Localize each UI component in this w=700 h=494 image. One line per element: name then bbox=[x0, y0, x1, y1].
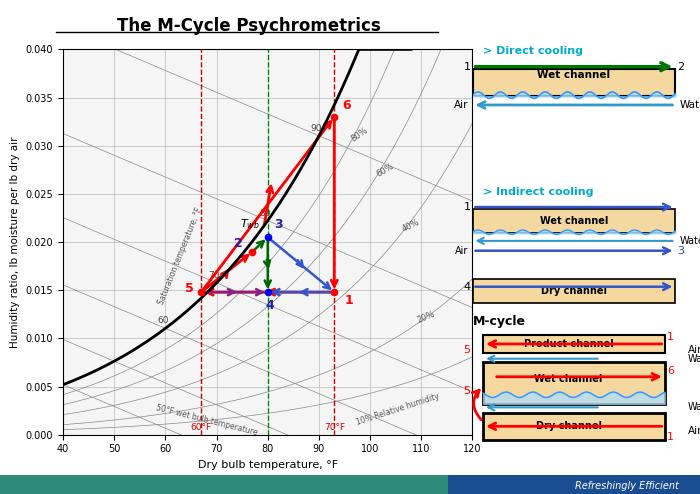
Text: Air: Air bbox=[454, 100, 468, 110]
Text: 3: 3 bbox=[678, 246, 685, 256]
Text: 1: 1 bbox=[667, 432, 674, 442]
Text: 6: 6 bbox=[342, 99, 351, 112]
Text: 70: 70 bbox=[209, 271, 220, 280]
Text: Air: Air bbox=[688, 426, 700, 436]
Text: Product channel: Product channel bbox=[524, 339, 613, 349]
Text: 5: 5 bbox=[463, 345, 470, 355]
Text: 60: 60 bbox=[157, 317, 169, 326]
Text: Water: Water bbox=[680, 100, 700, 110]
Text: 20%: 20% bbox=[416, 309, 437, 325]
Text: 5: 5 bbox=[463, 386, 470, 396]
Text: Dry channel: Dry channel bbox=[536, 421, 601, 431]
Text: Wet channel: Wet channel bbox=[538, 70, 610, 81]
Text: Water: Water bbox=[688, 354, 700, 364]
Text: 6: 6 bbox=[667, 367, 674, 376]
Text: $T_{wb}$: $T_{wb}$ bbox=[239, 218, 259, 231]
Text: 60°F: 60°F bbox=[190, 423, 212, 432]
Text: Saturation temperature, °F: Saturation temperature, °F bbox=[157, 206, 204, 306]
Text: > Direct cooling: > Direct cooling bbox=[483, 46, 583, 56]
Text: 80: 80 bbox=[260, 208, 271, 218]
Text: Refreshingly Efficient: Refreshingly Efficient bbox=[575, 481, 679, 491]
Text: Wet channel: Wet channel bbox=[540, 216, 608, 226]
Text: 10% Relative humidity: 10% Relative humidity bbox=[355, 392, 440, 427]
Text: 2: 2 bbox=[678, 62, 685, 72]
FancyBboxPatch shape bbox=[473, 209, 676, 233]
Text: 1: 1 bbox=[344, 294, 354, 307]
Text: The M-Cycle Psychrometrics: The M-Cycle Psychrometrics bbox=[117, 17, 380, 35]
Text: Air: Air bbox=[455, 246, 468, 256]
Text: 70°F: 70°F bbox=[323, 423, 345, 432]
Text: 5: 5 bbox=[185, 282, 194, 295]
FancyBboxPatch shape bbox=[483, 362, 665, 404]
Text: > Indirect cooling: > Indirect cooling bbox=[483, 187, 594, 198]
Text: 3: 3 bbox=[274, 218, 283, 231]
Text: 4: 4 bbox=[463, 282, 470, 291]
Text: 4: 4 bbox=[265, 299, 274, 313]
Bar bbox=[448, 475, 700, 494]
Text: 40%: 40% bbox=[401, 218, 421, 234]
Text: M-cycle: M-cycle bbox=[473, 316, 526, 329]
Text: 50°F wet bulb temperature: 50°F wet bulb temperature bbox=[155, 403, 258, 437]
FancyBboxPatch shape bbox=[483, 335, 665, 353]
Text: 1: 1 bbox=[667, 332, 674, 342]
FancyBboxPatch shape bbox=[483, 413, 665, 440]
Text: Air: Air bbox=[688, 345, 700, 355]
Bar bbox=[0, 475, 448, 494]
Text: Dry channel: Dry channel bbox=[541, 286, 607, 296]
Text: Water: Water bbox=[688, 403, 700, 412]
X-axis label: Dry bulb temperature, °F: Dry bulb temperature, °F bbox=[197, 460, 338, 470]
Text: 80%: 80% bbox=[349, 126, 370, 144]
Text: 1: 1 bbox=[463, 202, 470, 212]
FancyBboxPatch shape bbox=[473, 279, 676, 303]
Text: 2: 2 bbox=[234, 237, 243, 250]
Text: 60%: 60% bbox=[375, 162, 396, 178]
Text: 90: 90 bbox=[311, 124, 322, 133]
Text: Water: Water bbox=[680, 236, 700, 246]
Y-axis label: Humidity ratio, lb moisture per lb dry air: Humidity ratio, lb moisture per lb dry a… bbox=[10, 136, 20, 348]
Text: Wet channel: Wet channel bbox=[534, 374, 603, 384]
FancyBboxPatch shape bbox=[473, 69, 676, 96]
Text: 1: 1 bbox=[463, 62, 470, 72]
